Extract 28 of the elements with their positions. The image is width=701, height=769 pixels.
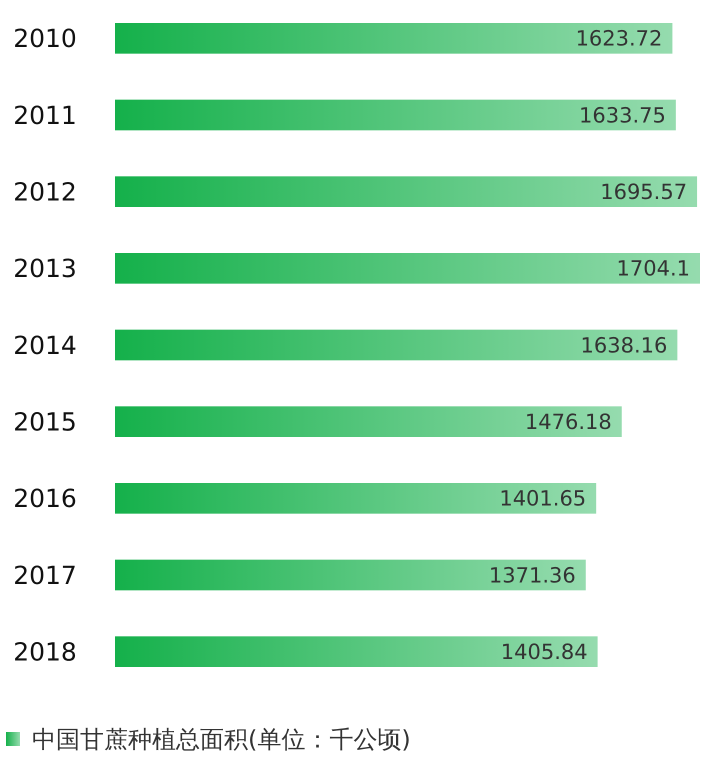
bar: [115, 253, 700, 284]
y-tick-label: 2018: [13, 637, 77, 666]
bar: [115, 330, 678, 360]
y-tick-label: 2017: [13, 560, 77, 590]
data-label: 1401.65: [499, 486, 586, 511]
y-tick-label: 2015: [13, 407, 77, 436]
y-tick-label: 2014: [13, 330, 77, 360]
data-label: 1405.84: [500, 640, 588, 664]
bar: [115, 23, 672, 54]
bar: [115, 636, 598, 667]
y-tick-label: 2010: [13, 24, 77, 54]
data-label: 1704.1: [616, 256, 690, 281]
bar: [115, 483, 596, 514]
y-tick-label: 2011: [13, 100, 77, 130]
data-label: 1638.16: [580, 333, 668, 358]
y-tick-label: 2012: [13, 177, 77, 206]
bar: [115, 100, 676, 130]
data-label: 1695.57: [600, 180, 688, 204]
y-tick-label: 2016: [13, 484, 77, 514]
y-tick-label: 2013: [13, 254, 77, 284]
data-label: 1371.36: [488, 563, 576, 588]
data-label: 1476.18: [524, 410, 612, 434]
bar: [115, 176, 698, 207]
bar: [115, 560, 586, 590]
legend-label: 中国甘蔗种植总面积(单位：千公顷): [32, 725, 411, 754]
data-label: 1633.75: [579, 103, 666, 128]
bar: [115, 406, 622, 437]
data-label: 1623.72: [576, 26, 662, 51]
